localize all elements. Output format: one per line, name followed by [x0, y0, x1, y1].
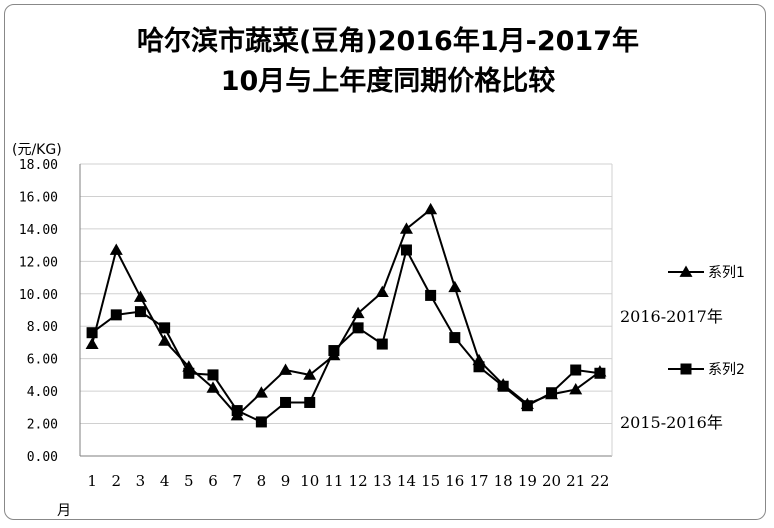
y-tick-labels: 0.00 2.00 4.00 6.00 8.00 10.00 12.00 14.00 16.00… — [19, 158, 58, 465]
x-tick-label: 12 — [349, 472, 368, 490]
data-point — [594, 367, 606, 379]
data-point — [399, 222, 413, 234]
data-point — [133, 290, 147, 302]
x-tick-label: 5 — [184, 472, 194, 490]
data-point — [328, 345, 340, 357]
data-point — [280, 396, 292, 408]
data-point — [352, 322, 364, 334]
data-point — [400, 244, 412, 256]
data-point — [206, 381, 220, 393]
x-tick-label: 10 — [300, 472, 319, 490]
x-tick-labels: 1 2 3 4 5 6 7 8 9 10 11 12 13 14 15 16 17 18 19 20 21 22 — [87, 472, 609, 490]
data-point — [521, 400, 533, 412]
data-point — [110, 309, 122, 321]
y-tick-label: 12.00 — [19, 255, 58, 270]
data-point — [207, 369, 219, 381]
data-point — [375, 285, 389, 298]
data-point — [231, 405, 243, 417]
data-point — [85, 337, 99, 349]
legend-marker — [680, 363, 692, 375]
data-point — [376, 338, 388, 350]
x-tick-label: 14 — [397, 472, 416, 490]
data-point — [159, 322, 171, 334]
axes — [79, 164, 613, 457]
y-tick-label: 16.00 — [19, 190, 58, 205]
data-point — [473, 361, 485, 373]
gridlines — [80, 163, 612, 425]
x-tick-label: 18 — [494, 472, 513, 490]
data-point — [351, 306, 365, 319]
data-point — [303, 368, 317, 380]
y-tick-label: 8.00 — [27, 320, 58, 335]
series-2 — [86, 244, 606, 428]
data-point — [254, 386, 268, 398]
y-tick-label: 10.00 — [19, 288, 58, 303]
x-tick-label: 13 — [373, 472, 392, 490]
x-tick-label: 21 — [566, 472, 585, 490]
x-tick-label: 4 — [160, 472, 170, 490]
y-tick-label: 18.00 — [19, 158, 58, 173]
legend-label: 系列1 — [708, 265, 745, 281]
y-tick-label: 14.00 — [19, 223, 58, 238]
data-point — [86, 327, 98, 339]
legend-label: 系列2 — [708, 362, 745, 378]
data-point — [279, 363, 293, 375]
series-1 — [85, 202, 607, 421]
legend-entry-2: 系列2 — [668, 362, 745, 378]
data-point — [425, 289, 437, 301]
data-point — [134, 306, 146, 318]
x-tick-label: 9 — [281, 472, 291, 490]
x-axis-label: 月 — [57, 503, 71, 519]
data-point — [304, 396, 316, 408]
legend-entry-1: 系列1 — [668, 265, 745, 281]
chart-title-line1: 哈尔滨市蔬菜(豆角)2016年1月-2017年 — [137, 25, 639, 57]
data-point — [183, 367, 195, 379]
x-tick-label: 19 — [518, 472, 537, 490]
y-tick-label: 2.00 — [27, 418, 58, 433]
series-group — [85, 202, 607, 428]
legend-marker — [679, 265, 693, 277]
data-point — [109, 243, 123, 255]
data-point — [424, 202, 438, 215]
data-point — [569, 382, 583, 395]
series-line — [91, 247, 601, 424]
data-point — [570, 364, 582, 376]
series-line — [91, 207, 601, 417]
x-tick-label: 20 — [542, 472, 561, 490]
data-point — [158, 334, 172, 346]
x-tick-label: 2 — [111, 472, 121, 490]
x-tick-label: 16 — [445, 472, 464, 490]
y-tick-label: 6.00 — [27, 353, 58, 368]
x-tick-label: 17 — [469, 472, 488, 490]
x-tick-label: 7 — [232, 472, 242, 490]
series-annotation: 2015-2016年 — [620, 413, 723, 432]
y-tick-label: 0.00 — [27, 450, 58, 465]
data-point — [449, 332, 461, 344]
x-tick-label: 11 — [324, 472, 343, 490]
data-point — [546, 387, 558, 399]
x-tick-label: 3 — [136, 472, 146, 490]
chart-title-line2: 10月与上年度同期价格比较 — [221, 65, 556, 97]
x-tick-label: 8 — [257, 472, 267, 490]
data-point — [448, 280, 462, 293]
x-tick-label: 15 — [421, 472, 440, 490]
y-axis-label: (元/KG) — [12, 142, 62, 158]
chart-frame — [4, 4, 766, 520]
x-tick-label: 6 — [208, 472, 218, 490]
y-tick-label: 4.00 — [27, 385, 58, 400]
data-point — [255, 416, 267, 428]
series-annotation: 2016-2017年 — [620, 307, 723, 326]
x-tick-label: 1 — [87, 472, 97, 490]
x-tick-label: 22 — [590, 472, 609, 490]
data-point — [497, 380, 509, 392]
